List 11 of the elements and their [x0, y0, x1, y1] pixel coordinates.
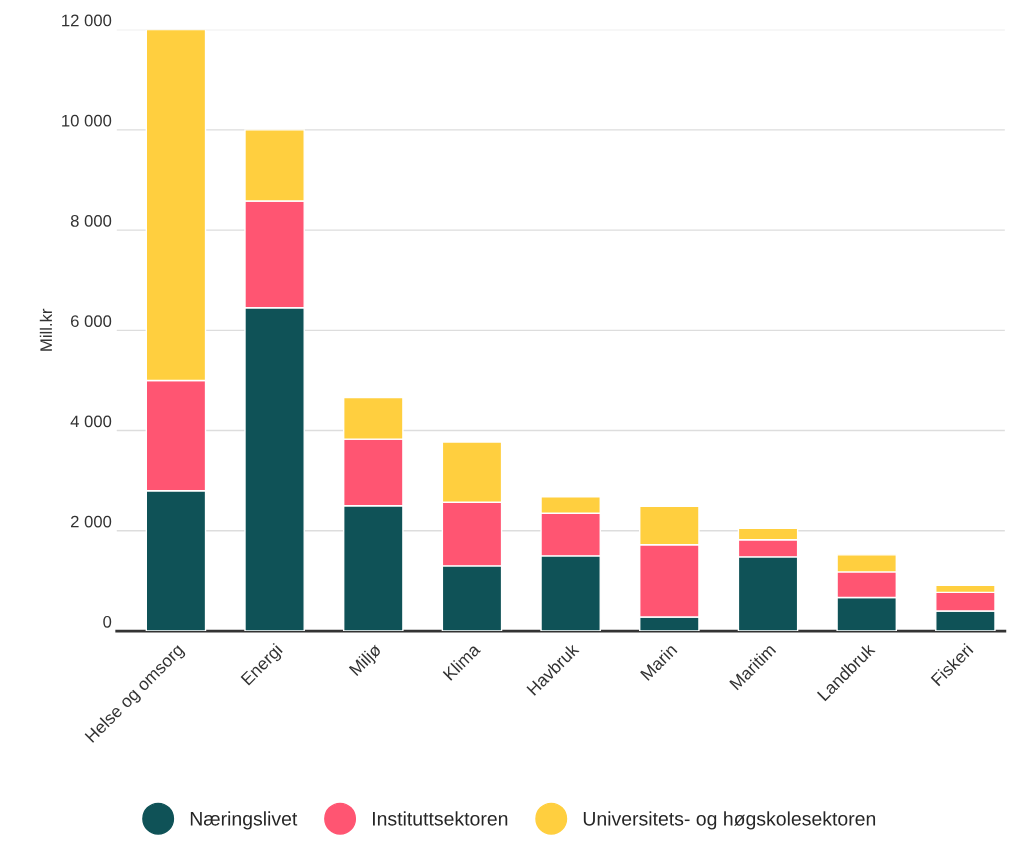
y-tick-label: 8 000: [70, 215, 112, 227]
y-tick-label: 4 000: [70, 415, 112, 428]
legend-label: Universitets- og høgskolesektoren: [583, 811, 876, 830]
y-axis-title: Mill.kr: [39, 308, 52, 351]
y-tick-label: 12 000: [62, 14, 112, 27]
y-tick-label: 2 000: [71, 515, 112, 528]
legend-label: Instituttsektoren: [373, 811, 508, 826]
y-tick-label: 10 000: [62, 114, 112, 127]
y-tick-label: 0: [103, 615, 112, 628]
legend-label: Næringslivet: [190, 811, 298, 830]
y-tick-label: 6 000: [71, 315, 112, 328]
